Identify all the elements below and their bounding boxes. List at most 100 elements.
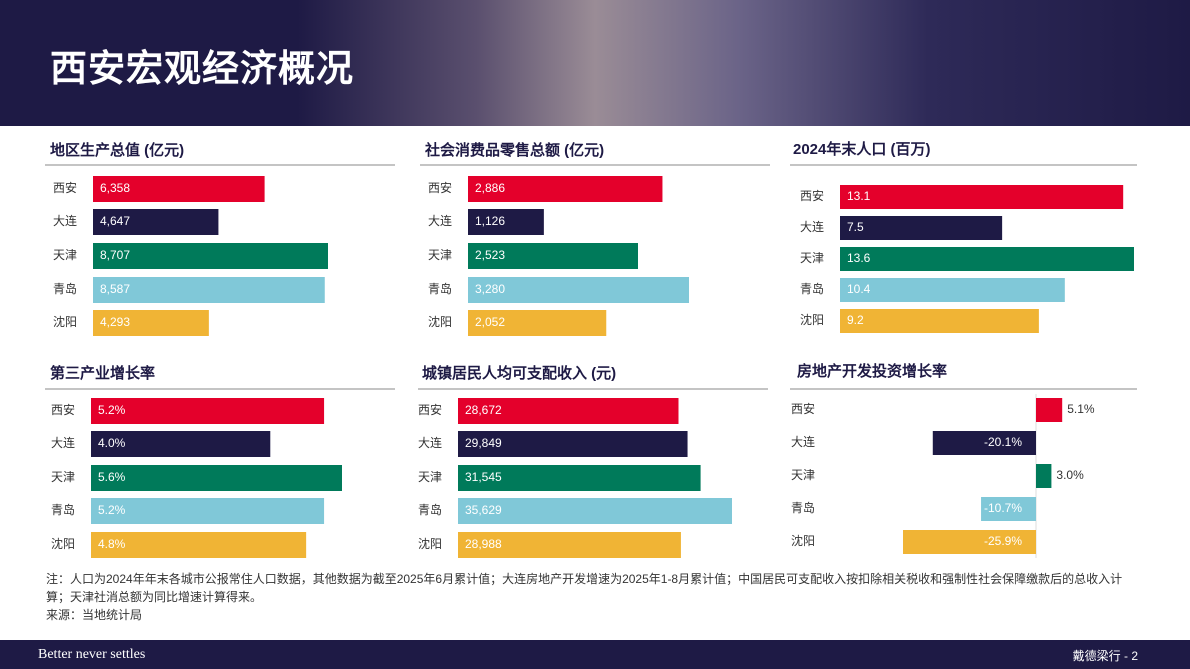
- category-label: 西安: [791, 401, 815, 416]
- bar: [458, 532, 681, 558]
- value-label: 29,849: [465, 436, 502, 450]
- bar: [981, 497, 1036, 521]
- value-label: 4.8%: [98, 537, 126, 551]
- bar: [468, 310, 607, 336]
- category-label: 沈阳: [791, 533, 815, 548]
- value-label: 1,126: [475, 214, 505, 228]
- category-label: 西安: [428, 180, 452, 195]
- category-label: 青岛: [418, 502, 442, 517]
- category-label: 大连: [51, 435, 75, 450]
- bar: [840, 309, 1039, 333]
- value-label: 5.2%: [98, 403, 126, 417]
- note: 注：人口为2024年年末各城市公报常住人口数据，其他数据为截至2025年6月累计…: [46, 572, 1123, 604]
- chart-title: 第三产业增长率: [50, 364, 155, 382]
- value-label: -10.7%: [984, 501, 1022, 515]
- category-label: 西安: [800, 188, 824, 203]
- value-label: 5.6%: [98, 470, 126, 484]
- category-label: 天津: [51, 470, 75, 484]
- value-label: 2,886: [475, 181, 505, 195]
- value-label: 4,293: [100, 315, 130, 329]
- category-label: 青岛: [53, 281, 77, 296]
- bar: [468, 277, 689, 303]
- bar: [91, 398, 325, 424]
- value-label: 9.2: [847, 313, 864, 327]
- bar: [91, 431, 271, 457]
- bar: [458, 398, 679, 424]
- bar: [840, 278, 1065, 302]
- bar: [458, 431, 688, 457]
- bar: [93, 209, 219, 235]
- value-label: 10.4: [847, 282, 871, 296]
- bar: [93, 243, 328, 269]
- page-number: 戴德梁行 - 2: [1072, 649, 1138, 663]
- category-label: 沈阳: [53, 314, 77, 329]
- value-label: -20.1%: [984, 435, 1022, 449]
- bar: [468, 176, 663, 202]
- category-label: 大连: [418, 435, 442, 450]
- value-label: 7.5: [847, 220, 864, 234]
- value-label: -25.9%: [984, 534, 1022, 548]
- bar: [932, 431, 1036, 455]
- bar: [840, 247, 1134, 271]
- value-label: 8,707: [100, 248, 130, 262]
- bar: [93, 176, 265, 202]
- chart-title: 房地产开发投资增长率: [797, 362, 947, 380]
- bar: [458, 465, 701, 491]
- category-label: 西安: [51, 402, 75, 417]
- value-label: 6,358: [100, 181, 130, 195]
- value-label: 2,052: [475, 315, 505, 329]
- value-label: 28,988: [465, 537, 502, 551]
- bar: [91, 498, 325, 524]
- category-label: 沈阳: [51, 536, 75, 551]
- value-label: 5.2%: [98, 503, 126, 517]
- value-label: 2,523: [475, 248, 505, 262]
- bar: [468, 243, 638, 269]
- chart-title: 地区生产总值 (亿元): [50, 141, 184, 159]
- slide-title: 西安宏观经济概况: [50, 48, 354, 89]
- category-label: 大连: [53, 213, 77, 228]
- category-label: 沈阳: [418, 536, 442, 551]
- bar: [91, 465, 342, 491]
- category-label: 沈阳: [428, 314, 452, 329]
- category-label: 青岛: [51, 502, 75, 517]
- value-label: 3,280: [475, 282, 505, 296]
- header-band: 西安宏观经济概况: [0, 0, 1190, 126]
- footer: Better never settles 戴德梁行 - 2: [0, 640, 1190, 669]
- category-label: 大连: [791, 434, 815, 449]
- value-label: 8,587: [100, 282, 130, 296]
- bar: [93, 310, 209, 336]
- source: 来源：当地统计局: [46, 608, 143, 622]
- category-label: 大连: [428, 213, 452, 228]
- chart-title: 社会消费品零售总额 (亿元): [424, 141, 604, 159]
- category-label: 大连: [800, 219, 824, 234]
- bar: [93, 277, 325, 303]
- category-label: 天津: [800, 251, 824, 265]
- category-label: 青岛: [791, 500, 815, 515]
- category-label: 青岛: [428, 281, 452, 296]
- tagline: Better never settles: [38, 647, 146, 662]
- value-label: 35,629: [465, 503, 502, 517]
- category-label: 天津: [53, 248, 77, 262]
- chart-title: 2024年末人口 (百万): [793, 140, 931, 158]
- category-label: 天津: [791, 468, 815, 482]
- bar: [468, 209, 544, 235]
- value-label: 28,672: [465, 403, 502, 417]
- bar: [91, 532, 307, 558]
- value-label: 4,647: [100, 214, 130, 228]
- value-label: 13.6: [847, 251, 871, 265]
- category-label: 西安: [53, 180, 77, 195]
- value-label: 4.0%: [98, 436, 126, 450]
- chart-title: 城镇居民人均可支配收入 (元): [422, 364, 616, 382]
- value-label: 13.1: [847, 189, 871, 203]
- value-label: 3.0%: [1056, 468, 1084, 482]
- category-label: 天津: [418, 470, 442, 484]
- value-label: 5.1%: [1067, 402, 1095, 416]
- bar: [1036, 398, 1063, 422]
- category-label: 沈阳: [800, 312, 824, 327]
- bar: [1036, 464, 1052, 488]
- bar: [840, 185, 1124, 209]
- category-label: 西安: [418, 402, 442, 417]
- bar: [458, 498, 732, 524]
- bar: [840, 216, 1003, 240]
